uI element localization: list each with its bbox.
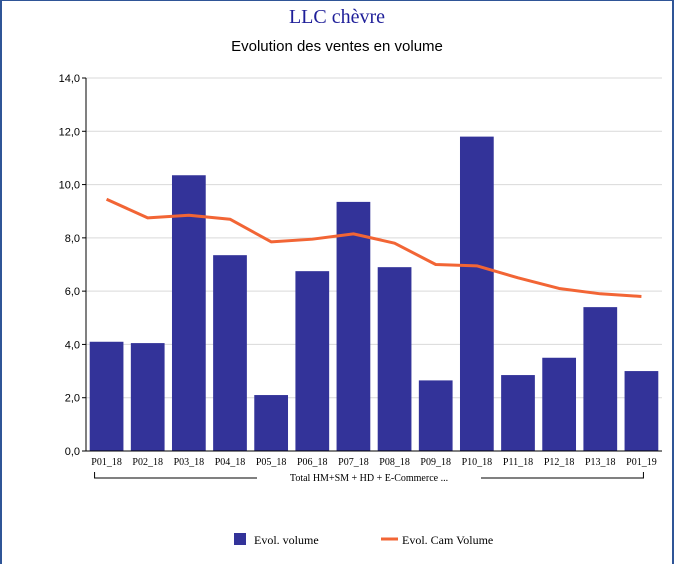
y-tick-label: 12,0 [59, 126, 80, 138]
bar [171, 175, 206, 451]
y-tick-label: 8,0 [65, 233, 80, 245]
y-tick-label: 10,0 [59, 180, 80, 192]
legend: Evol. volume Evol. Cam Volume [234, 533, 493, 547]
x-tick-label: P05_18 [256, 457, 287, 468]
y-tick-label: 4,0 [65, 339, 80, 351]
legend-label-volume: Evol. volume [254, 533, 319, 547]
line-series [105, 197, 642, 298]
bar [501, 375, 535, 451]
x-tick-label: P01_19 [626, 457, 657, 468]
bar [336, 201, 371, 451]
x-tick-label: P13_18 [585, 457, 616, 468]
bar [295, 271, 330, 451]
bar [89, 341, 124, 451]
y-tick-label: 2,0 [65, 393, 80, 405]
bar [583, 307, 618, 451]
y-axis: 0,0 2,0 4,0 6,0 8,0 10,0 12,0 14,0 [59, 73, 87, 458]
bar [418, 380, 453, 451]
bar [130, 343, 165, 451]
group-bracket-right [481, 472, 644, 479]
bar [624, 371, 659, 451]
chart-title: LLC chèvre [288, 6, 386, 28]
x-tick-label: P10_18 [462, 457, 493, 468]
bar [542, 357, 577, 451]
x-tick-label: P03_18 [174, 457, 205, 468]
x-tick-label: P11_18 [503, 457, 533, 468]
bar [377, 267, 412, 451]
x-tick-label: P06_18 [297, 457, 328, 468]
y-tick-label: 6,0 [65, 286, 80, 298]
series-line-cam-volume [105, 197, 642, 298]
x-tick-label: P04_18 [215, 457, 246, 468]
x-tick-label: P07_18 [338, 457, 369, 468]
y-tick-label: 0,0 [65, 446, 80, 458]
x-tick-label: P01_18 [91, 457, 122, 468]
x-tick-label: P08_18 [379, 457, 410, 468]
chart-subtitle: Evolution des ventes en volume [231, 38, 443, 55]
x-axis: P01_18 P02_18 P03_18 P04_18 P05_18 P06_18 P07_… [86, 450, 662, 484]
x-tick-label: P09_18 [420, 457, 451, 468]
x-tick-label: P12_18 [544, 457, 575, 468]
legend-swatch-volume [234, 533, 246, 545]
x-tick-label: P02_18 [132, 457, 163, 468]
bar [213, 255, 247, 451]
group-bracket-left [94, 472, 257, 479]
bar [254, 395, 289, 451]
bar-series [89, 136, 659, 451]
group-label: Total HM+SM + HD + E-Commerce ... [290, 473, 448, 484]
bar [459, 136, 494, 451]
y-tick-label: 14,0 [59, 73, 80, 85]
legend-label-cam-volume: Evol. Cam Volume [402, 533, 493, 547]
